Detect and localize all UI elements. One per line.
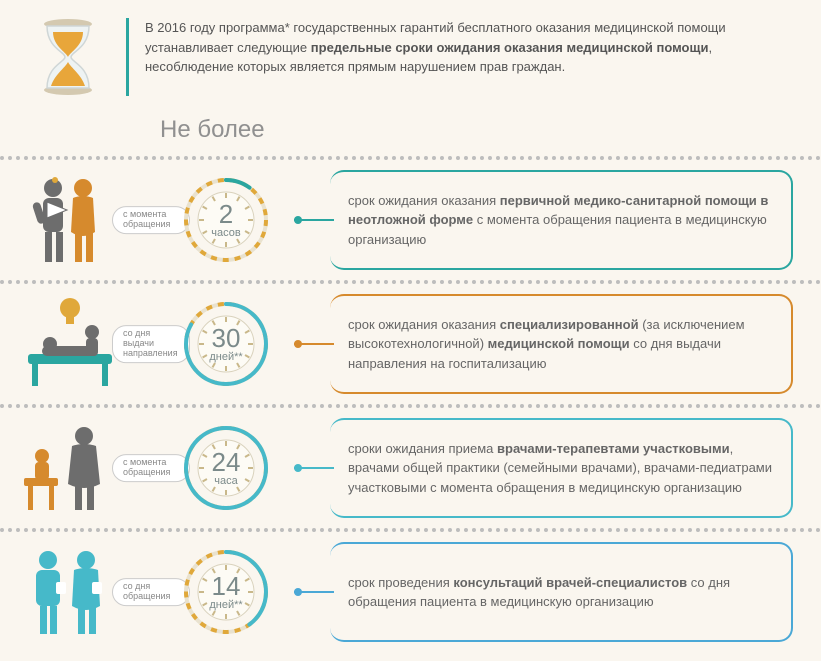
clock-value: 30 <box>212 325 241 351</box>
clock-unit: дней** <box>209 352 242 363</box>
desc-bold2: медицинской помощи <box>488 336 630 351</box>
header-bold: предельные сроки ожидания оказания медиц… <box>311 40 709 55</box>
connector <box>300 418 330 518</box>
clock-block: со дня выдачи направления 30 дней** <box>120 294 300 394</box>
pill-label: с момента обращения <box>112 206 190 234</box>
clock-block: с момента обращения 2 часов <box>120 170 300 270</box>
clock-icon: 2 часов <box>184 178 268 262</box>
desc-pre: срок проведения <box>348 575 453 590</box>
desc-pre: срок ожидания оказания <box>348 193 500 208</box>
info-row: с момента обращения 24 часа сроки ожидан… <box>0 404 821 528</box>
clock-unit: часов <box>211 228 240 239</box>
desc-pre: срок ожидания оказания <box>348 317 500 332</box>
connector <box>300 170 330 270</box>
desc-pre: сроки ожидания приема <box>348 441 497 456</box>
clock-icon: 30 дней** <box>184 302 268 386</box>
row-illustration <box>20 170 120 270</box>
description-box: срок проведения консультаций врачей-спец… <box>330 542 793 642</box>
pill-label: с момента обращения <box>112 454 190 482</box>
clock-value: 14 <box>212 573 241 599</box>
row-illustration <box>20 294 120 394</box>
description-box: сроки ожидания приема врачами-терапевтам… <box>330 418 793 518</box>
clock-icon: 14 дней** <box>184 550 268 634</box>
info-row: с момента обращения 2 часов срок ожидани… <box>0 156 821 280</box>
clock-block: с момента обращения 24 часа <box>120 418 300 518</box>
description-text: сроки ожидания приема врачами-терапевтам… <box>348 439 773 498</box>
hourglass-icon <box>28 18 108 96</box>
subtitle: Не более <box>160 112 821 148</box>
description-box: срок ожидания оказания первичной медико-… <box>330 170 793 270</box>
desc-bold: врачами-терапевтами участковыми <box>497 441 730 456</box>
row-illustration <box>20 542 120 642</box>
header-text: В 2016 году программа* государственных г… <box>126 18 793 96</box>
clock-value: 2 <box>219 201 233 227</box>
description-text: срок ожидания оказания специализированно… <box>348 315 773 374</box>
clock-value: 24 <box>212 449 241 475</box>
clock-icon: 24 часа <box>184 426 268 510</box>
rows-container: с момента обращения 2 часов срок ожидани… <box>0 156 821 652</box>
description-text: срок ожидания оказания первичной медико-… <box>348 191 773 250</box>
clock-unit: часа <box>214 476 237 487</box>
info-row: со дня обращения 14 дней** срок проведен… <box>0 528 821 652</box>
connector <box>300 294 330 394</box>
clock-unit: дней** <box>209 600 242 611</box>
desc-bold: консультаций врачей-специалистов <box>453 575 687 590</box>
pill-label: со дня обращения <box>112 578 190 606</box>
desc-bold: специализированной <box>500 317 639 332</box>
row-illustration <box>20 418 120 518</box>
description-text: срок проведения консультаций врачей-спец… <box>348 573 773 612</box>
info-row: со дня выдачи направления 30 дней** срок… <box>0 280 821 404</box>
header: В 2016 году программа* государственных г… <box>0 0 821 106</box>
connector <box>300 542 330 642</box>
description-box: срок ожидания оказания специализированно… <box>330 294 793 394</box>
pill-label: со дня выдачи направления <box>112 325 190 363</box>
clock-block: со дня обращения 14 дней** <box>120 542 300 642</box>
